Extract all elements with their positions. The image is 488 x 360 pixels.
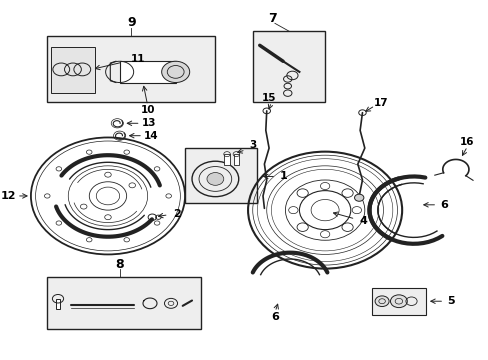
Text: 2: 2	[173, 209, 181, 219]
Text: 12: 12	[1, 191, 16, 201]
Bar	[47, 278, 201, 329]
Circle shape	[162, 61, 189, 82]
Bar	[51, 47, 95, 93]
Bar	[224, 154, 229, 165]
Circle shape	[206, 172, 224, 185]
Text: 14: 14	[144, 131, 159, 141]
Circle shape	[390, 295, 407, 307]
Text: 11: 11	[131, 54, 145, 64]
Bar	[371, 288, 425, 315]
Text: 8: 8	[115, 257, 123, 270]
Bar	[120, 61, 175, 82]
Text: 4: 4	[359, 216, 366, 226]
Text: 15: 15	[261, 93, 276, 103]
Bar	[47, 36, 215, 102]
Text: 16: 16	[459, 137, 474, 147]
Text: 7: 7	[267, 12, 276, 25]
Text: 5: 5	[447, 296, 454, 306]
Circle shape	[354, 194, 363, 201]
Text: 1: 1	[280, 171, 287, 181]
Bar	[184, 148, 257, 203]
Text: 6: 6	[439, 200, 447, 210]
Text: 3: 3	[248, 140, 256, 150]
Bar	[252, 31, 325, 102]
Text: 6: 6	[271, 312, 279, 322]
Text: 17: 17	[373, 98, 387, 108]
Text: 10: 10	[140, 105, 155, 115]
Circle shape	[374, 296, 388, 306]
Text: 13: 13	[142, 118, 156, 128]
Bar	[56, 299, 60, 309]
Bar	[233, 154, 239, 165]
Text: 9: 9	[127, 17, 135, 30]
